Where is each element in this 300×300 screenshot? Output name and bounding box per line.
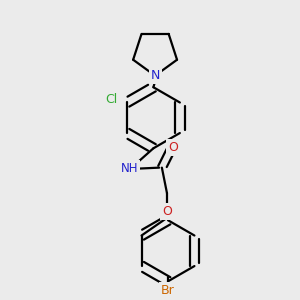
Text: Cl: Cl <box>106 93 118 106</box>
Text: O: O <box>168 141 178 154</box>
Text: N: N <box>150 69 160 82</box>
Text: NH: NH <box>121 162 138 175</box>
Text: O: O <box>162 205 172 218</box>
Text: Br: Br <box>161 284 175 297</box>
